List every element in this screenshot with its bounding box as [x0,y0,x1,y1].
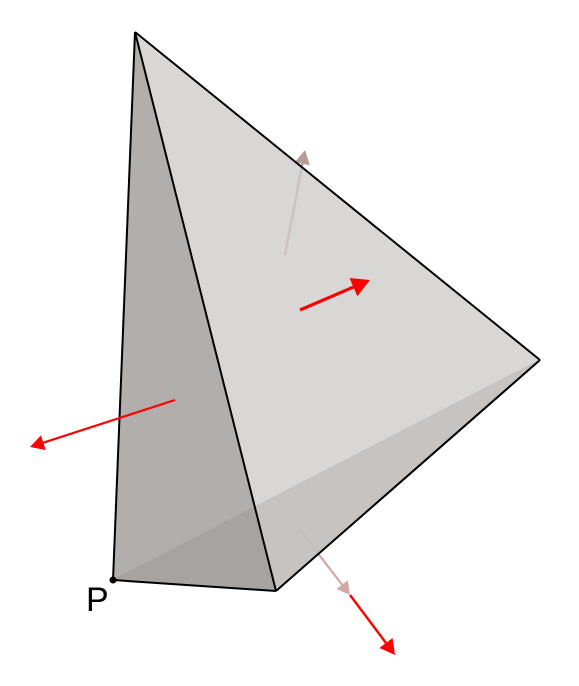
faces-front [113,32,540,591]
normal-bottom-head [379,638,395,655]
vertex-label-p: P [86,581,109,620]
normal-bottom [350,595,386,643]
vertex-marker-p [110,577,117,584]
normal-bottom-hidden-head [336,580,350,595]
markers [110,577,117,584]
